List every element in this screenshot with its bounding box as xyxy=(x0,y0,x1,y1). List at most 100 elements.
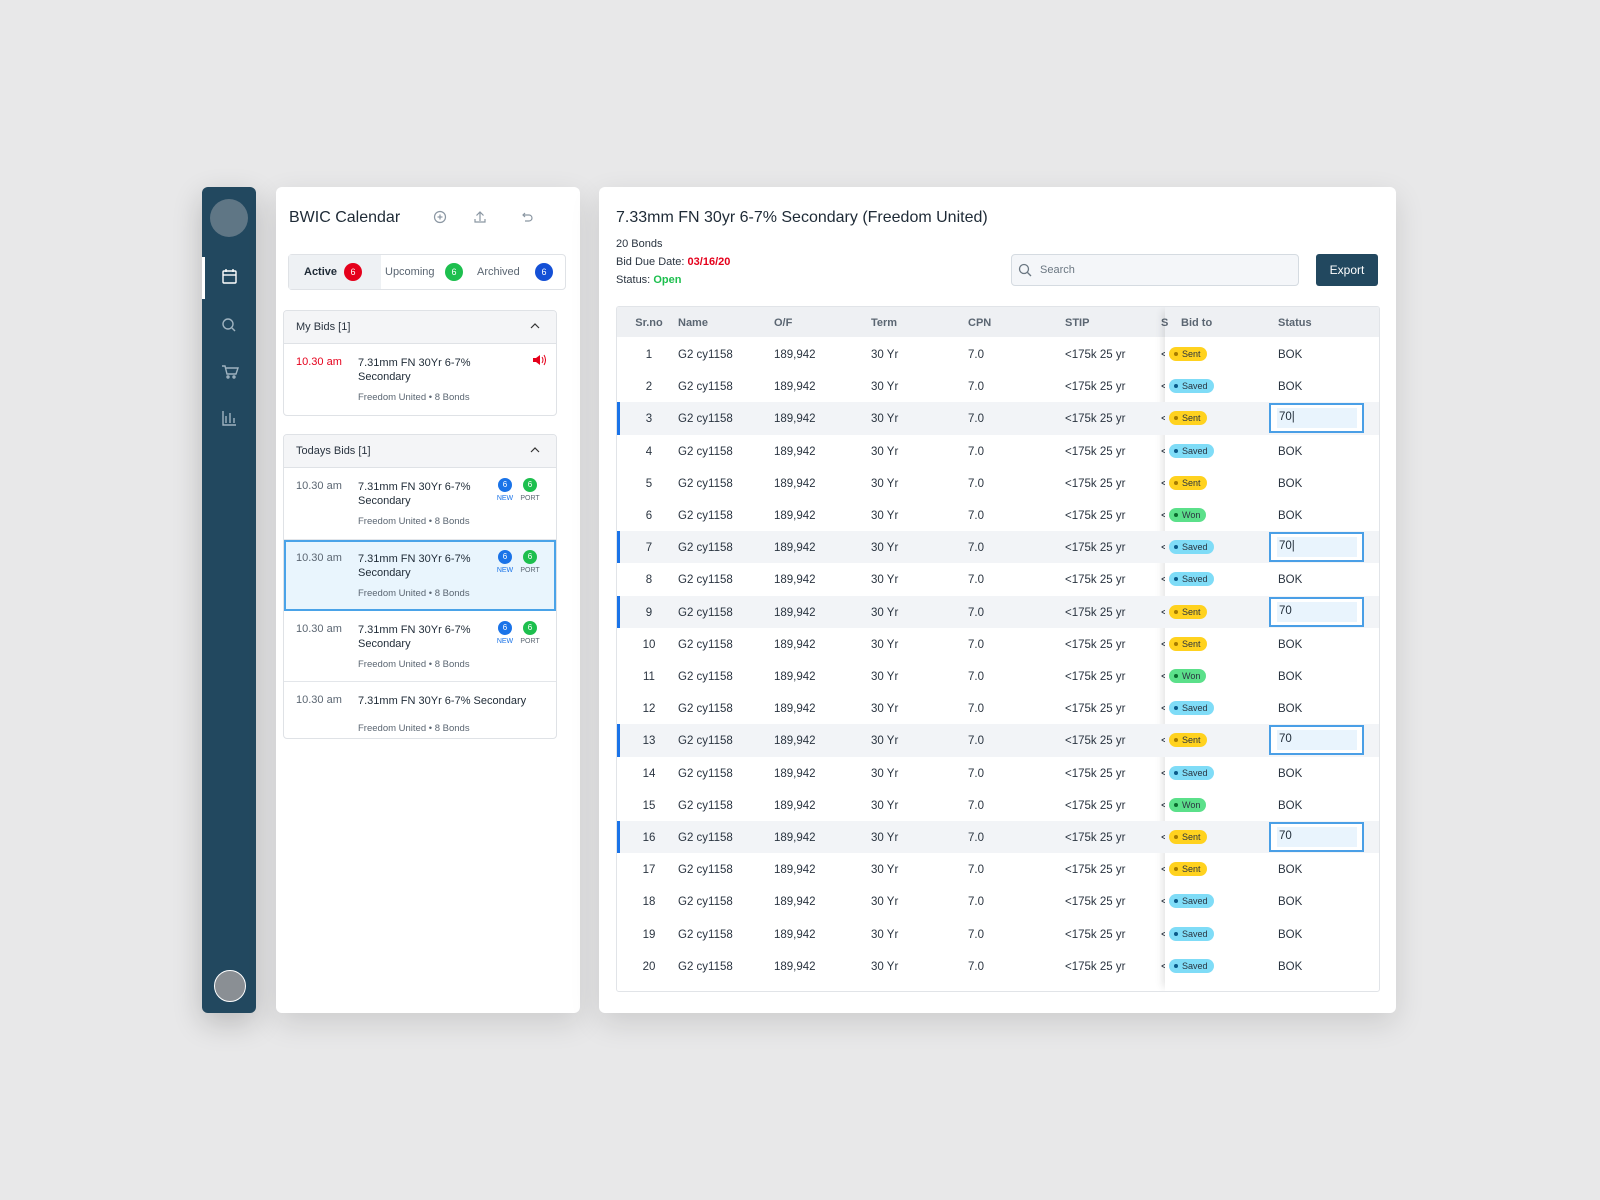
cell: < xyxy=(1161,929,1167,941)
bond-table: Sr.no Name O/F Term CPN STIP S Bid to Status 1 G2 … xyxy=(616,306,1380,992)
table-row[interactable]: 19 G2 cy1158 189,942 30 Yr 7.0 <175k 25 yr <Sa… xyxy=(617,917,1379,950)
search-icon xyxy=(1018,263,1032,277)
bid-pill: Saved xyxy=(1169,443,1214,458)
table-row[interactable]: 20 G2 cy1158 189,942 30 Yr 7.0 <175k 25 yr <Sa… xyxy=(617,949,1379,982)
search-box[interactable]: Search xyxy=(1011,254,1299,286)
column-header[interactable]: STIP xyxy=(1065,317,1090,329)
add-button[interactable] xyxy=(433,210,447,224)
cell: 30 Yr xyxy=(871,960,899,973)
bid-dot xyxy=(1174,867,1178,872)
table-row[interactable]: 5 G2 cy1158 189,942 30 Yr 7.0 <175k 25 yr <Sen… xyxy=(617,466,1379,499)
cell: 189,942 xyxy=(774,767,816,780)
section-title: My Bids [1] xyxy=(296,321,351,333)
table-row[interactable]: 3 G2 cy1158 189,942 30 Yr 7.0 <175k 25 yr <Sen… xyxy=(617,402,1379,435)
collapse-icon[interactable] xyxy=(530,322,540,330)
bid-item[interactable]: 10.30 am 7.31mm FN 30Yr 6-7% Secondary Fre… xyxy=(284,611,556,682)
table-row[interactable]: 2 G2 cy1158 189,942 30 Yr 7.0 <175k 25 yr <Sav… xyxy=(617,370,1379,403)
bid-item[interactable]: 10.30 am 7.31mm FN 30Yr 6-7% Secondary Fre… xyxy=(284,540,556,611)
cart-icon[interactable] xyxy=(222,365,239,379)
cell: 30 Yr xyxy=(871,735,899,748)
due-value: 03/16/20 xyxy=(687,256,731,268)
bid-title: 7.31mm FN 30Yr 6-7% Secondary xyxy=(358,624,471,650)
status-cell: BOK xyxy=(1278,767,1303,780)
table-row[interactable]: 6 G2 cy1158 189,942 30 Yr 7.0 <175k 25 yr <Won… xyxy=(617,499,1379,532)
column-header[interactable]: Bid to xyxy=(1181,317,1213,329)
table-row[interactable]: 18 G2 cy1158 189,942 30 Yr 7.0 <175k 25 yr <Sa… xyxy=(617,885,1379,918)
bid-pill: Saved xyxy=(1169,572,1214,587)
table-row[interactable]: 15 G2 cy1158 189,942 30 Yr 7.0 <175k 25 yr <Wo… xyxy=(617,788,1379,821)
column-header[interactable]: Status xyxy=(1278,317,1312,329)
logo[interactable] xyxy=(210,199,248,237)
cell: < xyxy=(1161,510,1167,522)
table-row[interactable]: 9 G2 cy1158 189,942 30 Yr 7.0 <175k 25 yr <Sen… xyxy=(617,595,1379,628)
column-header[interactable]: Sr.no xyxy=(635,317,663,329)
undo-button[interactable] xyxy=(522,212,533,222)
cell: < xyxy=(1161,381,1167,393)
alert-icon xyxy=(533,354,546,366)
table-row[interactable]: 10 G2 cy1158 189,942 30 Yr 7.0 <175k 25 yr <Se… xyxy=(617,627,1379,660)
user-avatar[interactable] xyxy=(214,970,246,1002)
bid-input[interactable]: 70| xyxy=(1269,532,1364,563)
bid-section: Todays Bids [1] 10.30 am 7.31mm FN 30Yr 6-… xyxy=(283,434,557,739)
bid-input[interactable]: 70 xyxy=(1269,725,1364,756)
column-header[interactable]: Name xyxy=(678,317,708,329)
bid-dot xyxy=(1174,513,1178,517)
cell: < xyxy=(1161,478,1167,490)
cell: <175k 25 yr xyxy=(1065,638,1126,651)
bid-input[interactable]: 70 xyxy=(1269,596,1364,627)
table-row[interactable]: 11 G2 cy1158 189,942 30 Yr 7.0 <175k 25 yr <Wo… xyxy=(617,660,1379,693)
search-placeholder: Search xyxy=(1040,264,1075,276)
cell: 5 xyxy=(645,477,653,490)
cell: 30 Yr xyxy=(871,542,899,555)
tab[interactable]: Upcoming 6 xyxy=(381,255,473,289)
calendar-icon[interactable] xyxy=(222,269,237,284)
collapse-icon[interactable] xyxy=(530,446,540,454)
upload-button[interactable] xyxy=(474,211,486,223)
bid-dot xyxy=(1174,448,1178,453)
tab[interactable]: Active 6 xyxy=(289,255,381,289)
cell: 189,942 xyxy=(774,574,816,587)
table-header: Sr.no Name O/F Term CPN STIP S Bid to Status xyxy=(617,307,1379,337)
row-indicator xyxy=(617,724,620,757)
badge-label: PORT xyxy=(520,567,540,574)
cell: 7.0 xyxy=(968,413,984,426)
bid-item[interactable]: 10.30 am 7.31mm FN 30Yr 6-7% Secondary Fre… xyxy=(284,682,556,738)
table-row[interactable]: 8 G2 cy1158 189,942 30 Yr 7.0 <175k 25 yr <Sav… xyxy=(617,563,1379,596)
export-button[interactable]: Export xyxy=(1316,254,1378,286)
bid-title: 7.31mm FN 30Yr 6-7% Secondary xyxy=(358,695,527,707)
badge-count: 6 xyxy=(498,478,512,492)
cell: 189,942 xyxy=(774,928,816,941)
cell: < xyxy=(1161,413,1167,425)
cell: 30 Yr xyxy=(871,574,899,587)
chart-icon[interactable] xyxy=(222,411,236,426)
cell: <175k 25 yr xyxy=(1065,767,1126,780)
table-row[interactable]: 13 G2 cy1158 189,942 30 Yr 7.0 <175k 25 yr <Se… xyxy=(617,724,1379,757)
section-header[interactable]: Todays Bids [1] xyxy=(284,435,556,468)
column-header[interactable]: Term xyxy=(871,317,898,329)
status-cell: BOK xyxy=(1278,349,1303,361)
cell: 189,942 xyxy=(774,799,816,812)
table-row[interactable]: 12 G2 cy1158 189,942 30 Yr 7.0 <175k 25 yr <Sa… xyxy=(617,692,1379,725)
bid-input[interactable]: 70| xyxy=(1269,403,1364,434)
section-header[interactable]: My Bids [1] xyxy=(284,311,556,344)
bid-item[interactable]: 10.30 am 7.31mm FN 30Yr 6-7% Secondary Fre… xyxy=(284,344,556,415)
bid-dot xyxy=(1174,577,1178,582)
column-header[interactable]: O/F xyxy=(774,317,793,329)
tab[interactable]: Archived 6 xyxy=(473,255,565,289)
column-header[interactable]: CPN xyxy=(968,317,992,329)
bid-item[interactable]: 10.30 am 7.31mm FN 30Yr 6-7% Secondary Fre… xyxy=(284,468,556,540)
cell: 7.0 xyxy=(968,606,984,619)
bid-input[interactable]: 70 xyxy=(1269,822,1364,852)
cell: <175k 25 yr xyxy=(1065,928,1126,941)
bid-dot xyxy=(1174,931,1178,936)
table-row[interactable]: 16 G2 cy1158 189,942 30 Yr 7.0 <175k 25 yr <Se… xyxy=(617,821,1379,854)
cell: 30 Yr xyxy=(871,413,899,426)
cell: < xyxy=(1161,961,1167,973)
search-icon[interactable] xyxy=(222,318,236,332)
table-row[interactable]: 4 G2 cy1158 189,942 30 Yr 7.0 <175k 25 yr <Sav… xyxy=(617,434,1379,467)
cell: 17 xyxy=(642,864,656,877)
table-row[interactable]: 14 G2 cy1158 189,942 30 Yr 7.0 <175k 25 yr <Sa… xyxy=(617,756,1379,789)
table-row[interactable]: 1 G2 cy1158 189,942 30 Yr 7.0 <175k 25 yr <Sen… xyxy=(617,338,1379,371)
table-row[interactable]: 7 G2 cy1158 189,942 30 Yr 7.0 <175k 25 yr <Sav… xyxy=(617,531,1379,564)
table-row[interactable]: 17 G2 cy1158 189,942 30 Yr 7.0 <175k 25 yr <Se… xyxy=(617,853,1379,886)
